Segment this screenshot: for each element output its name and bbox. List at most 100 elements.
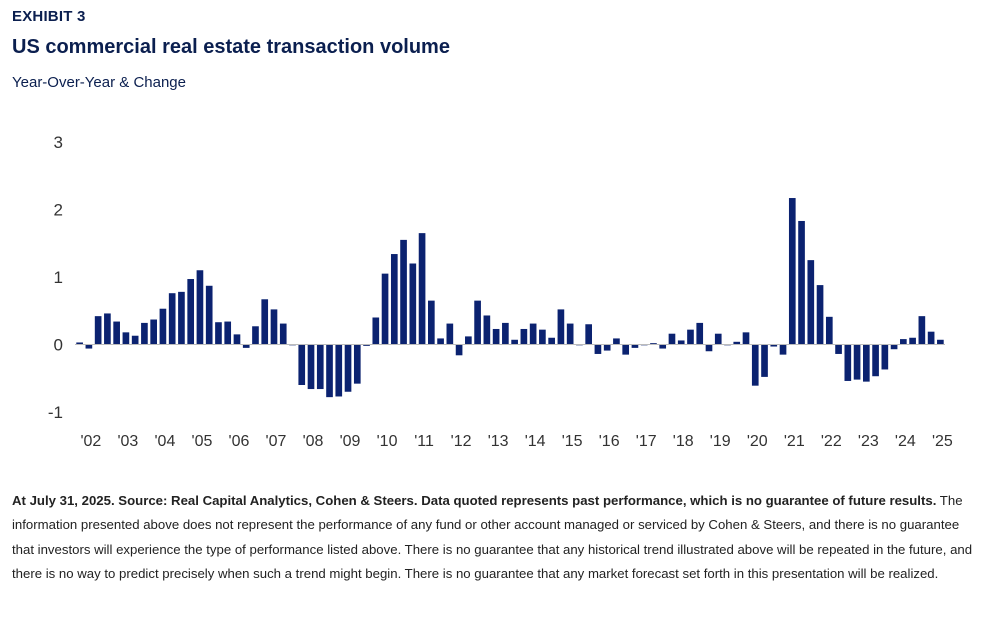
bar: [807, 260, 815, 345]
footnote: At July 31, 2025. Source: Real Capital A…: [12, 489, 980, 587]
bar: [242, 344, 250, 348]
y-axis: 3 2 1 0 -1: [48, 133, 63, 422]
bar: [622, 344, 630, 355]
exhibit-label: EXHIBIT 3: [12, 8, 86, 25]
x-tick-label: '14: [525, 433, 546, 450]
bar: [705, 344, 713, 352]
bar: [261, 299, 269, 345]
bar: [668, 333, 676, 345]
bar: [418, 233, 426, 345]
bar: [104, 313, 111, 345]
x-tick-label: '13: [488, 433, 509, 450]
bar: [141, 322, 148, 345]
bar: [881, 344, 889, 370]
bar: [353, 344, 361, 384]
bar: [298, 344, 306, 385]
footnote-source: At July 31, 2025. Source: Real Capital A…: [12, 493, 937, 508]
bar: [252, 326, 259, 345]
bar-series: [76, 198, 944, 398]
bar: [603, 344, 611, 351]
bar: [224, 321, 232, 345]
bar: [937, 339, 944, 345]
bar: [85, 344, 93, 349]
x-tick-label: '04: [155, 433, 176, 450]
bar: [381, 273, 389, 345]
bar: [548, 337, 555, 345]
bar: [196, 270, 204, 345]
bar: [483, 315, 491, 345]
x-tick-label: '15: [562, 433, 583, 450]
bar: [770, 344, 778, 347]
bar: [742, 332, 750, 345]
x-tick-label: '05: [192, 433, 213, 450]
bar: [326, 344, 333, 398]
bar: [372, 317, 380, 345]
bar: [390, 254, 398, 345]
x-tick-label: '25: [932, 433, 953, 450]
x-tick-label: '18: [673, 433, 694, 450]
bar: [159, 308, 167, 345]
bar: [696, 322, 704, 345]
bar: [872, 344, 879, 377]
x-tick-label: '22: [821, 433, 842, 450]
bar: [437, 338, 444, 345]
bar: [927, 331, 935, 345]
x-tick-label: '03: [117, 433, 138, 450]
x-axis: '02 '03 '04 '05 '06 '07 '08 '09 '10 '11 '12 '13 '14 '…: [80, 433, 952, 450]
bar: [863, 344, 870, 382]
x-tick-label: '02: [80, 433, 101, 450]
bar: [76, 342, 83, 345]
x-tick-label: '06: [229, 433, 250, 450]
y-tick-label: 0: [54, 336, 63, 355]
x-tick-label: '16: [599, 433, 620, 450]
bar: [900, 339, 907, 345]
bar: [316, 344, 324, 390]
bar: [363, 344, 370, 346]
bar: [798, 220, 805, 345]
bar: [307, 344, 315, 390]
bar: [890, 344, 898, 350]
bar: [594, 344, 602, 354]
bar: [909, 337, 916, 345]
chart-title: US commercial real estate transaction vo…: [12, 36, 450, 58]
bar-chart: 3 2 1 0 -1 '02 '03 '04 '05 '06 '07 '08 '09 '10 '11 '12…: [48, 133, 953, 450]
x-tick-label: '08: [303, 433, 324, 450]
bar: [677, 340, 685, 345]
bar: [520, 328, 528, 345]
bar: [825, 316, 833, 345]
bar: [131, 335, 139, 345]
bar: [465, 336, 472, 345]
bar: [751, 344, 759, 386]
bar: [539, 329, 546, 345]
x-tick-label: '20: [747, 433, 768, 450]
bar: [585, 324, 592, 345]
bar: [788, 198, 796, 345]
x-tick-label: '23: [858, 433, 879, 450]
bar: [714, 333, 722, 345]
bar: [844, 344, 852, 381]
x-tick-label: '19: [710, 433, 731, 450]
bar: [113, 321, 120, 345]
bar: [344, 344, 352, 392]
bar: [816, 285, 824, 345]
x-tick-label: '10: [377, 433, 398, 450]
x-tick-label: '24: [895, 433, 916, 450]
bar: [187, 279, 195, 345]
bar: [428, 300, 435, 345]
x-tick-label: '12: [451, 433, 472, 450]
bar: [557, 309, 565, 345]
bar: [566, 323, 574, 345]
y-tick-label: 2: [54, 201, 63, 220]
bar: [835, 344, 842, 354]
bar: [400, 239, 407, 345]
bar: [205, 285, 213, 345]
bar: [918, 316, 926, 345]
bar: [659, 344, 667, 349]
bar: [270, 309, 278, 345]
bar: [233, 334, 241, 345]
x-tick-label: '09: [340, 433, 361, 450]
bar: [733, 341, 741, 345]
chart-subtitle: Year-Over-Year & Change: [12, 74, 186, 91]
bar: [511, 339, 518, 345]
bar: [446, 323, 454, 345]
